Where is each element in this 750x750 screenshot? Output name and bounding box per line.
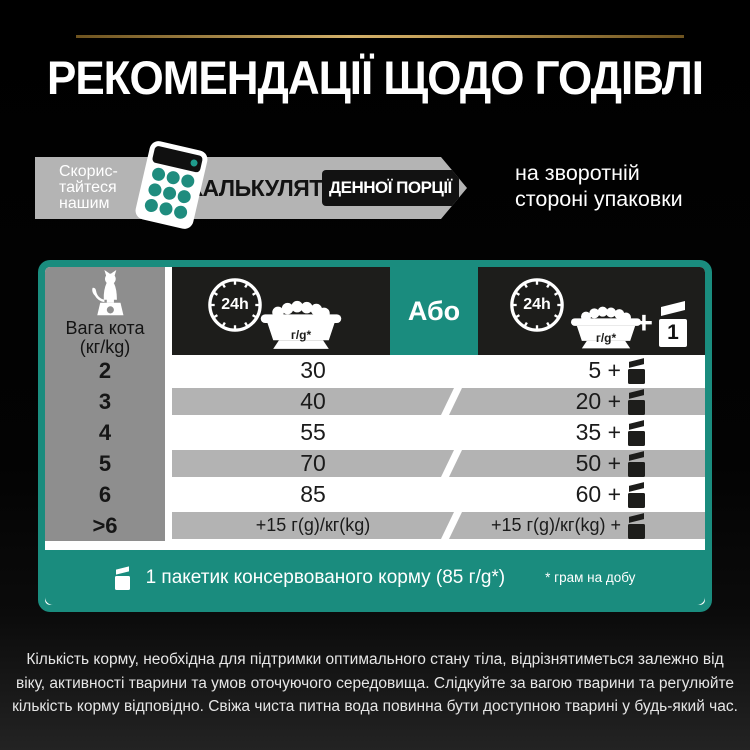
row-dry-cell: 70 [172,450,454,477]
weight-header-line: Вага кота [65,318,145,338]
wet-food-header: 24h г/g* + 1 [478,267,705,355]
dry-value: 40 [300,388,326,414]
disclaimer-line: кількість корму відповідно. Свіжа чиста … [12,698,738,715]
weight-value: 5 [98,450,112,476]
gold-divider [76,35,684,38]
wet-value: 60 + [575,481,621,507]
wet-value: 5 + [588,357,621,383]
weight-value: >6 [92,512,118,538]
weight-value: 6 [98,481,112,507]
banner-location-text: на зворотній стороні упаковки [515,160,683,212]
dry-value: 55 [300,419,326,445]
weight-column: Вага кота (кг/kg) 2 3 4 5 6 >6 [45,267,165,541]
weight-header-line: (кг/kg) [79,337,131,357]
or-cell: Або [390,267,478,355]
wet-value: +15 г(g)/кг(kg) + [490,515,621,535]
food-bowl-icon: г/g* [566,305,646,351]
calculator-keys [140,165,198,222]
dry-value: 70 [300,450,326,476]
row-wet-cell: 35 + [449,417,705,448]
banner-use-our-text: Скорис- тайтеся нашим [59,164,118,212]
table-row: 30 5 + [172,355,705,386]
wet-value: 20 + [575,388,621,414]
pouch-icon [628,419,647,446]
wet-value: 50 + [575,450,621,476]
row-wet-cell: 5 + [449,355,705,386]
banner-location-line: на зворотній [515,161,640,185]
banner-use-our-line: тайтеся [59,179,117,196]
calculator-banner: Скорис- тайтеся нашим КАЛЬКУЛЯТОРОМ ДЕНН… [35,157,467,219]
wet-value: 35 + [575,419,621,445]
pouch-count: 1 [667,321,679,344]
row-dry-cell: 55 [172,417,454,448]
row-dry-cell: 40 [172,388,454,415]
disclaimer-text: Кількість корму, необхідна для підтримки… [0,648,750,719]
plus-sign: + [634,305,653,340]
table-footnote-band: 1 пакетик консервованого корму (85 г/g*)… [45,550,705,605]
row-wet-cell: +15 г(g)/кг(kg) + [449,512,705,539]
feeding-table: Вага кота (кг/kg) 2 3 4 5 6 >6 [38,260,712,612]
banner-use-our-line: нашим [59,195,110,212]
dry-value: 85 [300,481,326,507]
row-wet-cell: 20 + [449,388,705,415]
weight-value: 4 [98,419,112,445]
food-bowl-icon: г/g* [255,299,347,351]
disclaimer-line: Кількість корму, необхідна для підтримки… [26,651,724,668]
table-body: 30 5 + 40 20 + 55 35 + 70 50 + 85 60 + [172,355,705,541]
table-row: 40 20 + [172,386,705,417]
pouch-icon: 1 [659,301,691,347]
banner-use-our-line: Скорис- [59,163,118,180]
row-wet-cell: 50 + [449,450,705,477]
daily-portion-badge: ДЕННОЇ ПОРЦІЇ [322,170,459,206]
bowl-unit-label: г/g* [290,328,312,343]
cat-on-scale-icon [45,270,165,320]
clock-label: 24h [523,296,551,313]
row-dry-cell: +15 г(g)/кг(kg) [172,512,454,539]
pouch-icon [628,481,647,508]
pouch-icon [628,388,647,415]
footnote-text: 1 пакетик консервованого корму (85 г/g*) [145,566,506,588]
feeding-table-inner: Вага кота (кг/kg) 2 3 4 5 6 >6 [45,267,705,605]
dry-value: 30 [300,357,326,383]
clock-label: 24h [221,296,249,313]
bowl-unit-label: г/g* [595,330,617,345]
pouch-icon [628,450,647,477]
pouch-icon [114,565,132,590]
banner-location-line: стороні упаковки [515,187,683,211]
table-row: 85 60 + [172,479,705,510]
table-row: 70 50 + [172,448,705,479]
row-dry-cell: 30 [172,355,454,386]
weight-value: 3 [98,388,112,414]
weight-column-header: Вага кота (кг/kg) [45,319,165,357]
pouch-icon [628,512,647,539]
page-title: РЕКОМЕНДАЦІЇ ЩОДО ГОДІВЛІ [46,52,704,105]
table-row: +15 г(g)/кг(kg) +15 г(g)/кг(kg) + [172,510,705,541]
clock-24h-icon: 24h [206,276,264,334]
dry-value: +15 г(g)/кг(kg) [255,515,371,535]
clock-24h-icon: 24h [508,276,566,334]
table-row: 55 35 + [172,417,705,448]
pouch-icon [628,357,647,384]
disclaimer-line: віку, активності тварини та умов оточуюч… [15,674,735,692]
row-wet-cell: 60 + [449,479,705,510]
row-dry-cell: 85 [172,479,454,510]
footnote-small-text: * грам на добу [545,570,636,585]
weight-value: 2 [98,357,112,383]
dry-food-header: 24h г/g* [172,267,390,355]
